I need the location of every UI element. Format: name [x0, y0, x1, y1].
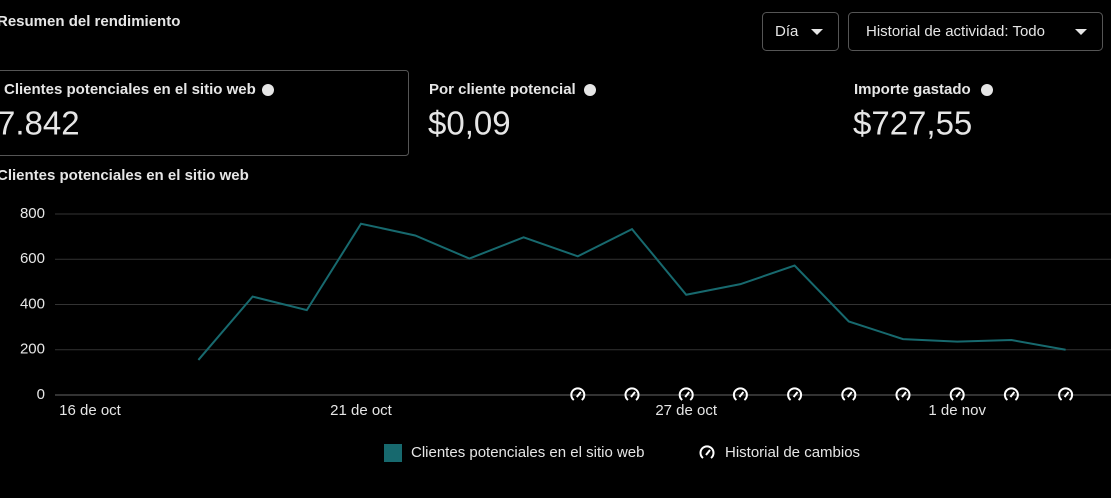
y-tick-label: 800: [20, 205, 45, 222]
button-label[interactable]: Historial de actividad: Todo: [866, 23, 1045, 40]
change-icon: [787, 387, 803, 401]
change-icon: [732, 387, 748, 401]
x-tick-label: 21 de oct: [330, 402, 393, 419]
icon-arc: [732, 387, 748, 401]
info-icon[interactable]: [584, 84, 596, 96]
legend-label: Historial de cambios: [725, 444, 860, 461]
y-tick-label: 400: [20, 295, 45, 312]
data-line: [197, 222, 1066, 361]
metric-card: [0, 70, 409, 156]
icon-needle: [1009, 391, 1016, 398]
icon-arc: [1003, 387, 1019, 401]
legend-label: Clientes potenciales en el sitio web: [411, 444, 644, 461]
button-label[interactable]: Día: [775, 23, 799, 40]
info-icon[interactable]: [262, 84, 274, 96]
y-tick-label: 200: [20, 341, 45, 358]
change-icon: [895, 387, 911, 401]
icon-needle: [1063, 391, 1070, 398]
history-button[interactable]: Historial de actividad: Todo: [848, 12, 1103, 51]
icon-needle: [847, 391, 853, 398]
caret: [811, 29, 823, 35]
icon-needle: [738, 391, 745, 398]
change-icon: [841, 387, 857, 401]
change-icon: [678, 387, 694, 401]
y-tick-label: 0: [37, 386, 45, 403]
icon-needle: [684, 391, 690, 398]
metric-label: Clientes potenciales en el sitio web: [4, 81, 256, 98]
icon-arc: [624, 387, 640, 401]
icon-arc: [895, 387, 911, 401]
metric-value: $727,55: [853, 105, 972, 142]
change-icon: [949, 387, 965, 401]
change-icon: [1058, 387, 1074, 401]
x-tick-label: 27 de oct: [655, 402, 718, 419]
button-box[interactable]: [762, 12, 839, 51]
legend-swatch: [384, 444, 402, 462]
icon-needle: [792, 391, 799, 398]
icon-arc: [841, 387, 857, 401]
day-button[interactable]: Día: [762, 12, 839, 51]
icon-needle: [901, 391, 907, 398]
icon-needle: [955, 391, 961, 398]
icon-arc: [1058, 387, 1074, 401]
change-icon: [699, 445, 715, 459]
icon-arc: [699, 445, 715, 459]
x-tick-label: 1 de nov: [928, 402, 986, 419]
x-tick-label: 16 de oct: [59, 402, 122, 419]
y-tick-label: 600: [20, 250, 45, 267]
chart-title: Clientes potenciales en el sitio web: [0, 167, 249, 184]
icon-arc: [570, 387, 586, 401]
icon-needle: [630, 391, 636, 398]
page-title: Resumen del rendimiento: [0, 13, 180, 30]
metric-value: $0,09: [428, 105, 511, 142]
metric-label: Por cliente potencial: [429, 81, 576, 98]
info-icon[interactable]: [981, 84, 993, 96]
icon-arc: [949, 387, 965, 401]
caret: [1075, 29, 1087, 35]
icon-needle: [576, 391, 582, 398]
icon-needle: [705, 449, 711, 456]
metric-label: Importe gastado: [854, 81, 971, 98]
button-box[interactable]: [848, 12, 1103, 51]
change-icon: [1003, 387, 1019, 401]
metric-value: 7.842: [0, 105, 80, 142]
icon-arc: [787, 387, 803, 401]
change-icon: [570, 387, 586, 401]
change-icon: [624, 387, 640, 401]
info-icons: [262, 84, 993, 96]
icon-arc: [678, 387, 694, 401]
